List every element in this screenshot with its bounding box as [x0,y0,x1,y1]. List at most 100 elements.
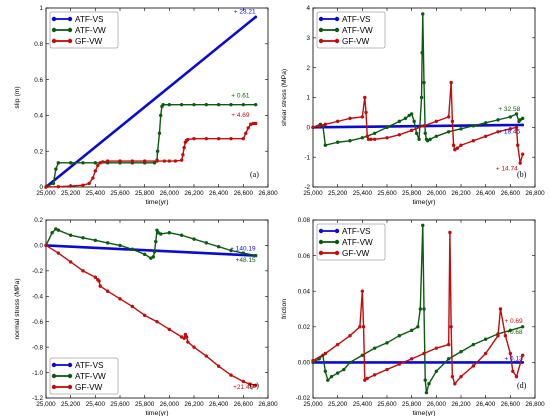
data-point-gf-vw [186,340,190,344]
legend-label: ATF-VS [342,15,371,24]
data-point-gf-vw [130,304,135,309]
x-tick-label: 26,800 [258,401,278,408]
data-point-gf-vw [364,110,368,115]
data-point-gf-vw [514,374,519,379]
data-point-gf-vw [372,373,377,377]
data-point-gf-vw [105,289,110,293]
data-point-gf-vw [446,115,451,119]
data-point-gf-vw [451,143,456,147]
data-point-atf-vw [93,161,98,165]
x-tick-label: 26,800 [525,190,545,197]
x-tick-label: 25,600 [377,190,397,197]
y-tick-label: 0.0 [34,243,43,250]
data-point-gf-vw [459,374,463,379]
data-point-atf-vw [161,102,165,107]
legend-swatch-marker [318,16,324,22]
legend-swatch-marker [318,228,324,234]
x-tick-label: 26,000 [160,190,180,197]
data-point-atf-vw [403,116,408,121]
x-tick-label: 26,200 [184,190,204,197]
data-point-gf-vw [385,367,389,372]
data-point-atf-vw [130,247,135,251]
data-point-atf-vw [105,241,110,245]
legend-label: GF-VW [342,249,370,258]
data-point-gf-vw [449,80,453,85]
data-point-gf-vw [173,159,178,163]
y-tick-label: 0.04 [298,288,311,295]
data-point-gf-vw [246,126,250,130]
data-point-gf-vw [97,279,101,283]
data-point-gf-vw [363,378,367,382]
y-tick-label: 0.00 [298,360,311,367]
data-point-gf-vw [182,145,186,150]
y-tick-label: 3 [306,35,310,42]
data-point-atf-vs [254,15,258,19]
data-point-gf-vw [397,362,402,366]
annotation-label: + 23.21 [234,8,256,15]
legend-label: ATF-VS [75,15,104,24]
x-tick-label: 25,000 [303,401,323,408]
x-axis-label: time(yr) [145,410,168,416]
data-point-gf-vw [323,122,328,127]
series-line-atf-vs [45,244,256,257]
data-point-atf-vw [360,353,365,357]
annotation-label: + 14.74 [496,166,518,173]
data-point-atf-vw [426,139,430,143]
data-point-atf-vw [229,248,233,253]
data-point-atf-vw [520,325,525,329]
data-point-gf-vw [192,345,196,349]
data-point-atf-vw [329,374,334,379]
data-point-gf-vw [358,325,362,329]
x-axis-label: time(yr) [412,199,435,206]
data-point-atf-vs [521,361,525,364]
data-point-gf-vw [335,342,340,347]
data-point-gf-vw [372,137,377,141]
data-point-gf-vw [366,137,371,141]
data-point-atf-vw [508,328,513,333]
annotation-label: + 0.13 [504,356,523,363]
data-point-atf-vw [68,161,73,165]
data-point-atf-vw [167,231,172,235]
data-point-gf-vw [516,143,520,147]
data-point-gf-vw [184,335,189,339]
y-tick-label: 0.8 [34,41,43,48]
y-tick-label: 0 [39,184,43,191]
data-point-gf-vw [96,163,100,168]
data-point-atf-vw [241,251,246,255]
legend-swatch-marker [334,239,340,245]
series-line-atf-vw [45,228,256,259]
data-point-atf-vw [372,346,377,350]
x-axis-label: time(yr) [145,199,168,206]
data-point-atf-vw [422,307,426,311]
legend-swatch-marker [51,38,57,44]
data-point-atf-vw [434,134,439,138]
data-point-atf-vw [152,250,157,254]
data-point-gf-vw [511,369,515,373]
data-point-gf-vw [167,159,172,163]
x-tick-label: 25,200 [328,401,348,408]
data-point-atf-vw [152,161,157,165]
series-line-gf-vw [45,122,256,188]
data-point-gf-vw [44,185,48,189]
series-line-atf-vs [45,15,257,189]
data-point-gf-vw [179,158,184,162]
series-line-atf-vw [45,103,256,188]
data-point-gf-vw [448,230,452,235]
data-point-atf-vw [414,131,419,135]
data-point-atf-vw [204,102,209,107]
panel-a: 25,000 25,200 25,400 25,600 25,800 26,000 26,2… [14,5,278,206]
data-point-gf-vw [253,383,258,387]
x-tick-label: 26,000 [160,401,180,408]
x-tick-label: 25,600 [377,401,397,408]
data-point-gf-vw [317,124,321,128]
data-point-gf-vw [229,373,233,377]
data-point-gf-vw [91,176,95,180]
y-tick-label: 0.02 [298,324,311,331]
data-point-atf-vw [348,360,352,365]
x-tick-label: 26,200 [451,401,471,408]
data-point-atf-vw [326,378,330,382]
data-point-gf-vw [409,357,414,361]
y-tick-label: 0.2 [34,148,43,155]
legend-label: ATF-VS [75,361,104,370]
legend-label: ATF-VW [342,26,373,35]
